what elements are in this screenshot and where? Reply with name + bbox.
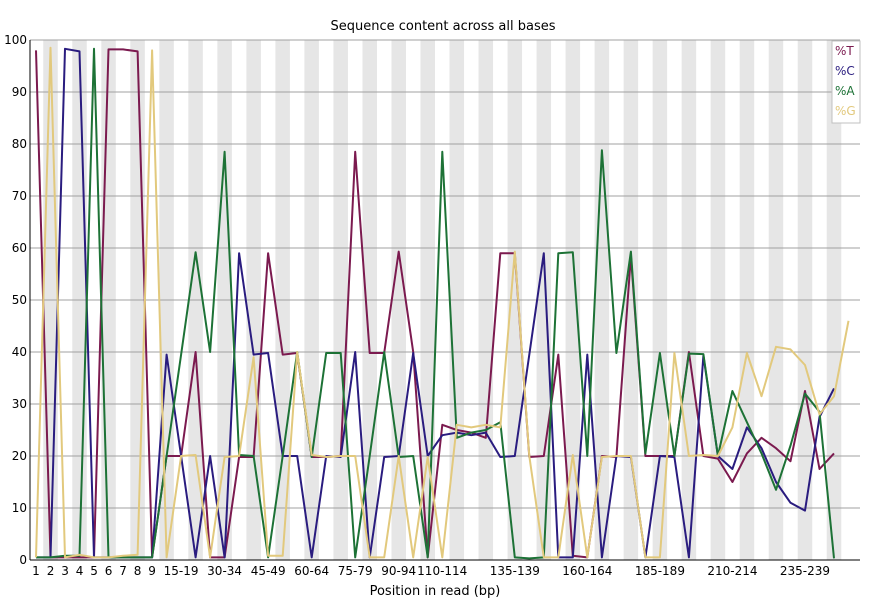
y-tick-label: 90 — [12, 85, 27, 99]
series-line-a — [36, 47, 835, 560]
legend: %T %C %A %G — [831, 40, 861, 124]
x-tick-label: 75-79 — [338, 564, 373, 578]
legend-entry: %C — [835, 64, 855, 78]
y-tick-labels: 0 10 20 30 40 50 60 70 80 90 100 — [4, 33, 27, 567]
y-tick-label: 20 — [12, 449, 27, 463]
series-line-g — [35, 46, 850, 559]
x-tick-label: 210-214 — [707, 564, 757, 578]
chart-title: Sequence content across all bases — [330, 19, 555, 34]
x-tick-label: 135-139 — [490, 564, 540, 578]
legend-box — [831, 40, 861, 124]
series-lines — [35, 46, 850, 560]
x-tick-label: 185-189 — [635, 564, 685, 578]
x-tick-label: 235-239 — [780, 564, 830, 578]
x-tick-label: 45-49 — [251, 564, 286, 578]
x-tick-labels: 1 2 3 4 5 6 7 8 9 15-19 30-34 45-49 60-64 75-79 90-94 1… — [32, 564, 830, 578]
y-tick-label: 100 — [4, 33, 27, 47]
series-line-c — [36, 47, 835, 559]
y-tick-label: 80 — [12, 137, 27, 151]
x-tick-label: 8 — [134, 564, 142, 578]
x-tick-label: 1 — [32, 564, 40, 578]
x-tick-label: 90-94 — [381, 564, 416, 578]
x-tick-label: 60-64 — [294, 564, 329, 578]
x-axis-label: Position in read (bp) — [370, 584, 501, 599]
y-tick-label: 10 — [12, 501, 27, 515]
x-tick-label: 4 — [76, 564, 84, 578]
x-tick-label: 2 — [47, 564, 55, 578]
y-tick-label: 70 — [12, 189, 27, 203]
x-tick-label: 110-114 — [417, 564, 467, 578]
x-tick-label: 6 — [105, 564, 113, 578]
legend-entry: %G — [835, 104, 856, 118]
y-tick-label: 60 — [12, 241, 27, 255]
y-tick-label: 0 — [19, 553, 27, 567]
legend-entry: %T — [835, 44, 854, 58]
x-tick-label: 160-164 — [562, 564, 612, 578]
x-tick-label: 30-34 — [207, 564, 242, 578]
x-tick-label: 9 — [148, 564, 156, 578]
series-line-t — [35, 48, 835, 559]
x-tick-label: 3 — [61, 564, 69, 578]
y-tick-label: 40 — [12, 345, 27, 359]
x-tick-label: 15-19 — [164, 564, 199, 578]
x-tick-label: 7 — [119, 564, 127, 578]
legend-entry: %A — [835, 84, 855, 98]
y-tick-label: 30 — [12, 397, 27, 411]
y-tick-label: 50 — [12, 293, 27, 307]
x-tick-label: 5 — [90, 564, 98, 578]
